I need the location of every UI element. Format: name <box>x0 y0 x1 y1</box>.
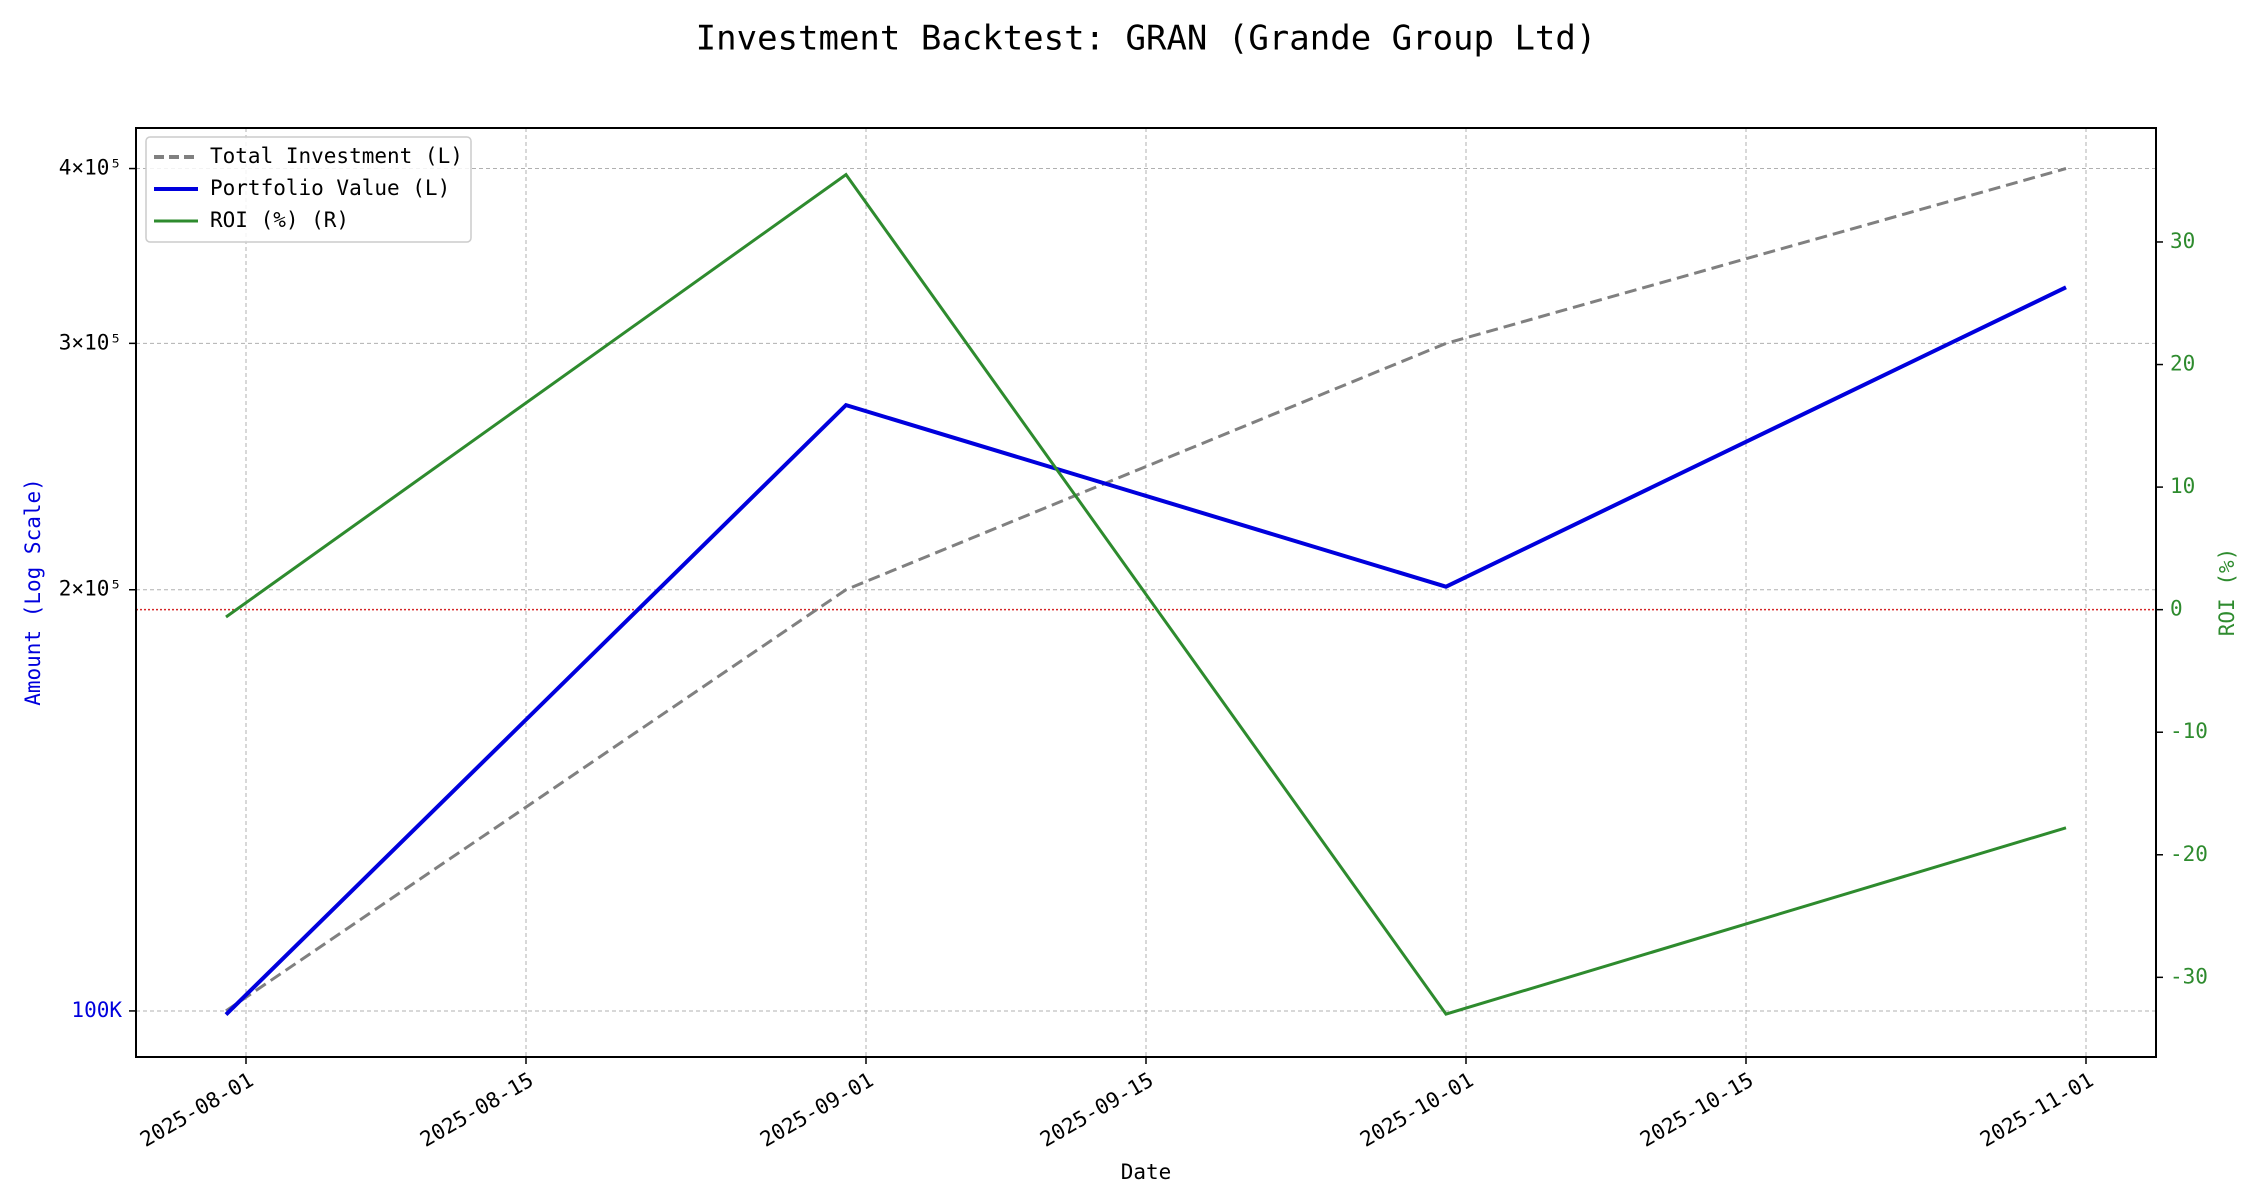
plot-frame <box>135 127 2157 1058</box>
legend-label: Total Investment (L) <box>210 144 463 168</box>
y-axis-label: Amount (Log Scale) <box>21 478 45 706</box>
x-tick-label: 2025-08-01 <box>136 1068 257 1152</box>
legend-label: Portfolio Value (L) <box>210 176 450 200</box>
y2-tick-label: 20 <box>2170 352 2195 376</box>
y2-tick-label: -30 <box>2170 964 2208 988</box>
x-axis-label: Date <box>1121 1160 1172 1184</box>
x-tick-label: 2025-09-01 <box>756 1068 877 1152</box>
y2-tick-label: -10 <box>2170 719 2208 743</box>
series-line <box>225 167 2067 1013</box>
y-tick-label: 2×10⁵ <box>59 577 122 601</box>
legend-box <box>145 136 472 243</box>
legend-label: ROI (%) (R) <box>210 208 349 232</box>
y-tick-label: 100K <box>71 998 122 1022</box>
x-tick-label: 2025-10-15 <box>1636 1068 1757 1152</box>
x-tick-label: 2025-10-01 <box>1356 1068 1477 1152</box>
y2-axis-label: ROI (%) <box>2215 548 2239 637</box>
y2-tick-label: 0 <box>2170 597 2183 621</box>
y2-tick-label: -20 <box>2170 842 2208 866</box>
series-line <box>224 285 2067 1017</box>
y2-tick-label: 30 <box>2170 229 2195 253</box>
y2-tick-label: 10 <box>2170 474 2195 498</box>
series-line <box>225 172 2067 1016</box>
chart-title: Investment Backtest: GRAN (Grande Group … <box>696 19 1597 59</box>
x-tick-label: 2025-11-01 <box>1976 1068 2097 1152</box>
y-tick-label: 3×10⁵ <box>59 330 122 354</box>
x-tick-label: 2025-08-15 <box>416 1068 537 1152</box>
y-tick-label: 4×10⁵ <box>59 156 122 180</box>
x-tick-label: 2025-09-15 <box>1036 1068 1157 1152</box>
